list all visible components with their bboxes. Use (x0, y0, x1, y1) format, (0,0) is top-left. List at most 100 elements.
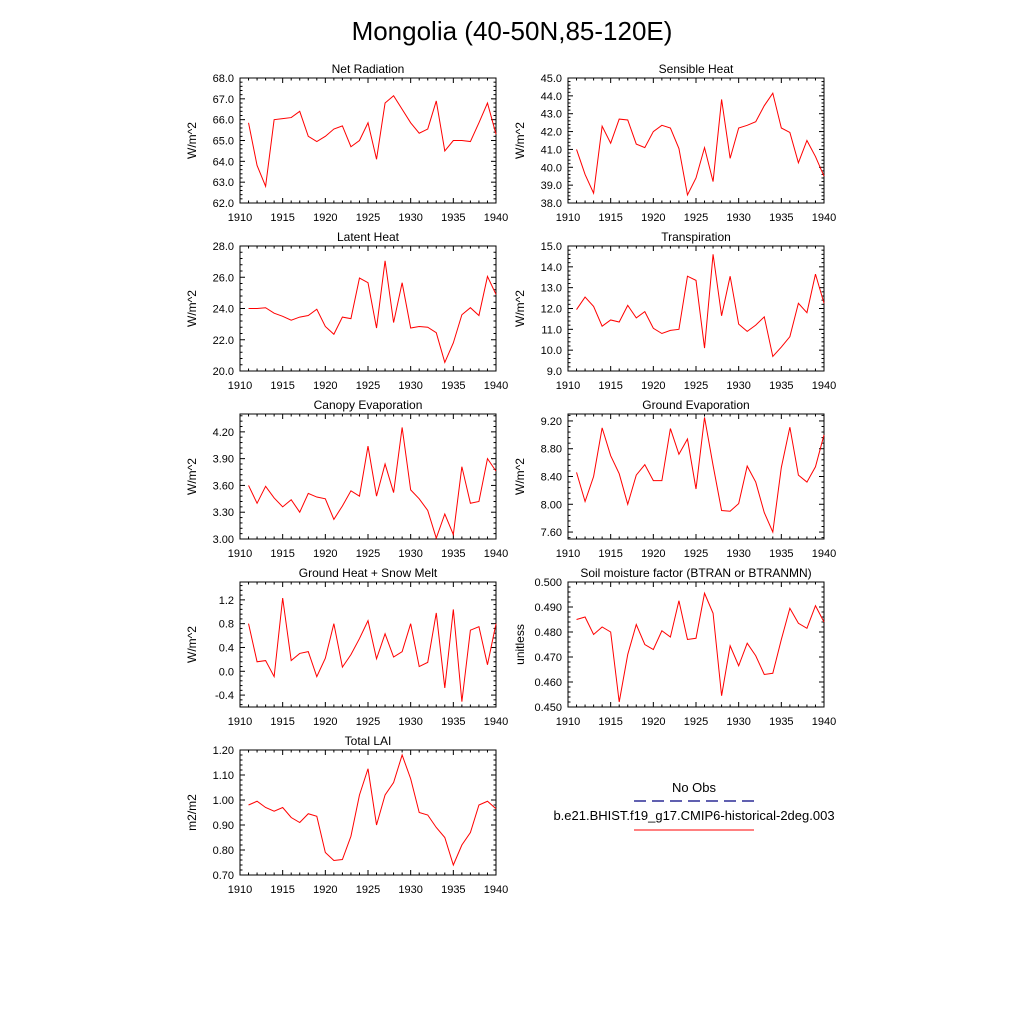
panel-title: Ground Evaporation (642, 398, 749, 412)
x-tick-label: 1930 (398, 884, 422, 896)
y-tick-label: 20.0 (213, 366, 234, 378)
x-tick-label: 1935 (441, 716, 465, 728)
y-tick-label: 26.0 (213, 272, 234, 284)
legend-model-label: b.e21.BHIST.f19_g17.CMIP6-historical-2de… (553, 808, 834, 823)
x-tick-label: 1930 (726, 716, 750, 728)
panel-title: Transpiration (661, 230, 731, 244)
y-tick-label: 65.0 (213, 136, 234, 148)
x-tick-label: 1910 (228, 884, 252, 896)
y-tick-label: 0.8 (219, 619, 234, 631)
plot-frame (239, 413, 497, 540)
series-line (576, 417, 825, 534)
y-tick-label: 66.0 (213, 115, 234, 127)
x-tick-label: 1930 (398, 716, 422, 728)
x-tick-label: 1940 (812, 716, 836, 728)
x-tick-label: 1910 (556, 548, 580, 560)
y-axis-label: W/m^2 (185, 122, 199, 159)
panel-title: Total LAI (345, 734, 392, 748)
x-tick-label: 1910 (228, 548, 252, 560)
x-tick-label: 1915 (598, 716, 622, 728)
y-tick-label: 0.490 (534, 602, 562, 614)
x-tick-label: 1940 (484, 548, 508, 560)
x-tick-label: 1925 (684, 212, 708, 224)
series-line (248, 260, 497, 364)
y-axis-label: W/m^2 (185, 458, 199, 495)
chart-panel: Ground Heat + Snow Melt W/m^2 1910 1915 1920… (185, 566, 508, 728)
chart-panel: Latent Heat W/m^2 1910 1915 1920 1925 1930 1935… (185, 230, 508, 392)
x-tick-label: 1915 (598, 212, 622, 224)
x-tick-label: 1915 (270, 716, 294, 728)
y-tick-label: 1.10 (213, 770, 234, 782)
chart-panel: Net Radiation W/m^2 1910 1915 1920 1925 1930 19… (185, 62, 508, 224)
y-tick-label: 15.0 (541, 241, 562, 253)
plot-frame (567, 245, 825, 372)
x-tick-label: 1935 (769, 548, 793, 560)
y-tick-label: 64.0 (213, 156, 234, 168)
x-tick-label: 1920 (313, 716, 337, 728)
panel-title: Ground Heat + Snow Melt (299, 566, 438, 580)
plot-frame (567, 77, 825, 204)
legend-obs-label: No Obs (672, 780, 717, 795)
panel-title: Sensible Heat (659, 62, 734, 76)
y-tick-label: 22.0 (213, 335, 234, 347)
panel-title: Net Radiation (332, 62, 405, 76)
x-tick-label: 1940 (484, 884, 508, 896)
y-tick-label: 8.80 (541, 444, 562, 456)
x-tick-label: 1915 (270, 884, 294, 896)
y-tick-label: 3.60 (213, 480, 234, 492)
y-tick-label: 24.0 (213, 304, 234, 316)
series-line (248, 427, 497, 540)
y-tick-label: 14.0 (541, 262, 562, 274)
x-tick-label: 1940 (484, 380, 508, 392)
panel-title: Canopy Evaporation (314, 398, 423, 412)
x-tick-label: 1925 (356, 716, 380, 728)
x-tick-label: 1930 (726, 548, 750, 560)
y-tick-label: 1.2 (219, 595, 234, 607)
y-tick-label: 1.20 (213, 745, 234, 757)
x-tick-label: 1930 (398, 380, 422, 392)
x-tick-label: 1910 (228, 212, 252, 224)
y-tick-label: 9.0 (547, 366, 562, 378)
y-tick-label: 3.90 (213, 454, 234, 466)
y-tick-label: 62.0 (213, 198, 234, 210)
y-tick-label: 3.30 (213, 507, 234, 519)
x-tick-label: 1940 (484, 212, 508, 224)
x-tick-label: 1940 (484, 716, 508, 728)
figure-title: Mongolia (40-50N,85-120E) (352, 16, 673, 46)
plot-frame (239, 245, 497, 372)
panel-title: Latent Heat (337, 230, 400, 244)
plot-frame (567, 413, 825, 540)
x-tick-label: 1930 (726, 212, 750, 224)
y-tick-label: 39.0 (541, 180, 562, 192)
x-tick-label: 1935 (441, 212, 465, 224)
y-tick-label: 8.40 (541, 472, 562, 484)
y-axis-label: W/m^2 (513, 122, 527, 159)
y-tick-label: 40.0 (541, 162, 562, 174)
series-line (576, 254, 825, 358)
series-line (248, 598, 497, 702)
x-tick-label: 1920 (641, 212, 665, 224)
series-line (248, 94, 497, 189)
y-tick-label: 45.0 (541, 73, 562, 85)
y-tick-label: 28.0 (213, 241, 234, 253)
y-tick-label: 68.0 (213, 73, 234, 85)
chart-panel: Soil moisture factor (BTRAN or BTRANMN) u… (513, 566, 836, 728)
y-tick-label: 4.20 (213, 427, 234, 439)
series-line (576, 591, 825, 703)
x-tick-label: 1915 (598, 380, 622, 392)
x-tick-label: 1935 (441, 884, 465, 896)
x-tick-label: 1940 (812, 548, 836, 560)
plot-frame (567, 581, 825, 708)
y-tick-label: 0.500 (534, 577, 562, 589)
x-tick-label: 1915 (598, 548, 622, 560)
x-tick-label: 1920 (313, 884, 337, 896)
y-tick-label: 38.0 (541, 198, 562, 210)
y-axis-label: m2/m2 (185, 794, 199, 831)
x-tick-label: 1925 (356, 884, 380, 896)
series-line (576, 91, 825, 197)
chart-panel: Transpiration W/m^2 1910 1915 1920 1925 1930 19… (513, 230, 836, 392)
x-tick-label: 1935 (769, 716, 793, 728)
y-tick-label: 11.0 (541, 324, 562, 336)
x-tick-label: 1940 (812, 212, 836, 224)
x-tick-label: 1930 (398, 212, 422, 224)
